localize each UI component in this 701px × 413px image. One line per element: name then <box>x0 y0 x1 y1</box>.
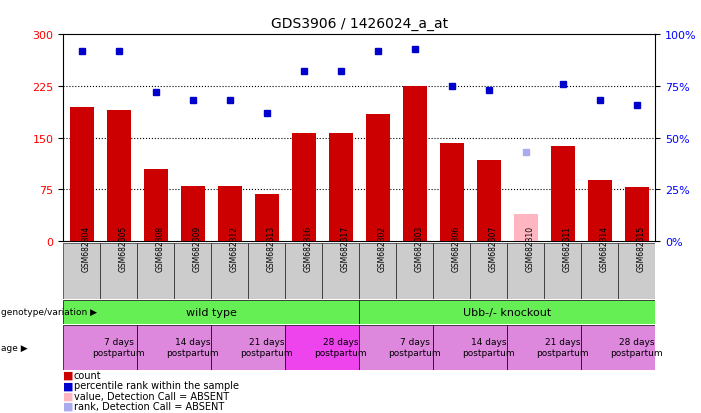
Text: 7 days
postpartum: 7 days postpartum <box>93 338 145 357</box>
Text: wild type: wild type <box>186 307 237 317</box>
Bar <box>285 244 322 299</box>
Text: count: count <box>74 370 101 380</box>
Bar <box>551 147 575 242</box>
Bar <box>588 181 612 242</box>
Bar <box>69 107 94 242</box>
Bar <box>545 244 581 299</box>
Text: GSM682312: GSM682312 <box>230 225 238 271</box>
Bar <box>360 244 396 299</box>
Text: percentile rank within the sample: percentile rank within the sample <box>74 380 238 390</box>
Text: 21 days
postpartum: 21 days postpartum <box>536 338 590 357</box>
Text: GSM682310: GSM682310 <box>526 225 535 271</box>
Bar <box>360 325 433 370</box>
Text: GSM682316: GSM682316 <box>304 225 313 271</box>
Bar <box>292 133 315 242</box>
Bar <box>360 300 655 324</box>
Bar <box>137 244 174 299</box>
Text: ■: ■ <box>63 391 74 401</box>
Bar <box>217 187 242 242</box>
Text: 28 days
postpartum: 28 days postpartum <box>611 338 663 357</box>
Bar <box>366 114 390 242</box>
Text: 7 days
postpartum: 7 days postpartum <box>388 338 441 357</box>
Text: Ubb-/- knockout: Ubb-/- knockout <box>463 307 552 317</box>
Text: GSM682304: GSM682304 <box>81 225 90 271</box>
Bar <box>211 325 285 370</box>
Bar <box>433 244 470 299</box>
Bar <box>396 244 433 299</box>
Bar <box>440 143 464 242</box>
Bar <box>63 300 359 324</box>
Bar <box>508 244 545 299</box>
Bar <box>174 244 211 299</box>
Text: value, Detection Call = ABSENT: value, Detection Call = ABSENT <box>74 391 229 401</box>
Text: 14 days
postpartum: 14 days postpartum <box>463 338 515 357</box>
Text: ■: ■ <box>63 380 74 390</box>
Bar <box>514 214 538 242</box>
Text: ■: ■ <box>63 370 74 380</box>
Text: ■: ■ <box>63 401 74 411</box>
Text: GSM682314: GSM682314 <box>600 225 609 271</box>
Text: GSM682305: GSM682305 <box>118 225 128 271</box>
Bar <box>322 244 360 299</box>
Text: 28 days
postpartum: 28 days postpartum <box>315 338 367 357</box>
Bar <box>403 87 427 242</box>
Bar <box>137 325 211 370</box>
Bar <box>181 187 205 242</box>
Text: 21 days
postpartum: 21 days postpartum <box>240 338 293 357</box>
Bar <box>285 325 360 370</box>
Bar <box>329 133 353 242</box>
Title: GDS3906 / 1426024_a_at: GDS3906 / 1426024_a_at <box>271 17 448 31</box>
Bar <box>107 111 130 242</box>
Bar <box>581 244 618 299</box>
Text: GSM682311: GSM682311 <box>563 225 572 271</box>
Text: age ▶: age ▶ <box>1 343 27 352</box>
Text: rank, Detection Call = ABSENT: rank, Detection Call = ABSENT <box>74 401 224 411</box>
Text: genotype/variation ▶: genotype/variation ▶ <box>1 308 97 317</box>
Text: GSM682315: GSM682315 <box>637 225 646 271</box>
Text: GSM682302: GSM682302 <box>378 225 387 271</box>
Text: GSM682317: GSM682317 <box>341 225 350 271</box>
Bar <box>254 195 279 242</box>
Bar <box>581 325 655 370</box>
Text: GSM682306: GSM682306 <box>452 225 461 271</box>
Bar <box>433 325 508 370</box>
Bar <box>477 160 501 242</box>
Bar <box>100 244 137 299</box>
Bar <box>211 244 248 299</box>
Text: GSM682303: GSM682303 <box>415 225 424 271</box>
Bar <box>63 325 137 370</box>
Text: GSM682309: GSM682309 <box>193 225 202 271</box>
Bar <box>63 244 100 299</box>
Bar <box>508 325 581 370</box>
Text: GSM682313: GSM682313 <box>266 225 275 271</box>
Bar <box>144 169 168 242</box>
Bar <box>470 244 508 299</box>
Text: GSM682307: GSM682307 <box>489 225 498 271</box>
Text: 14 days
postpartum: 14 days postpartum <box>166 338 219 357</box>
Bar <box>618 244 655 299</box>
Bar <box>248 244 285 299</box>
Bar <box>625 188 649 242</box>
Text: GSM682308: GSM682308 <box>156 225 165 271</box>
